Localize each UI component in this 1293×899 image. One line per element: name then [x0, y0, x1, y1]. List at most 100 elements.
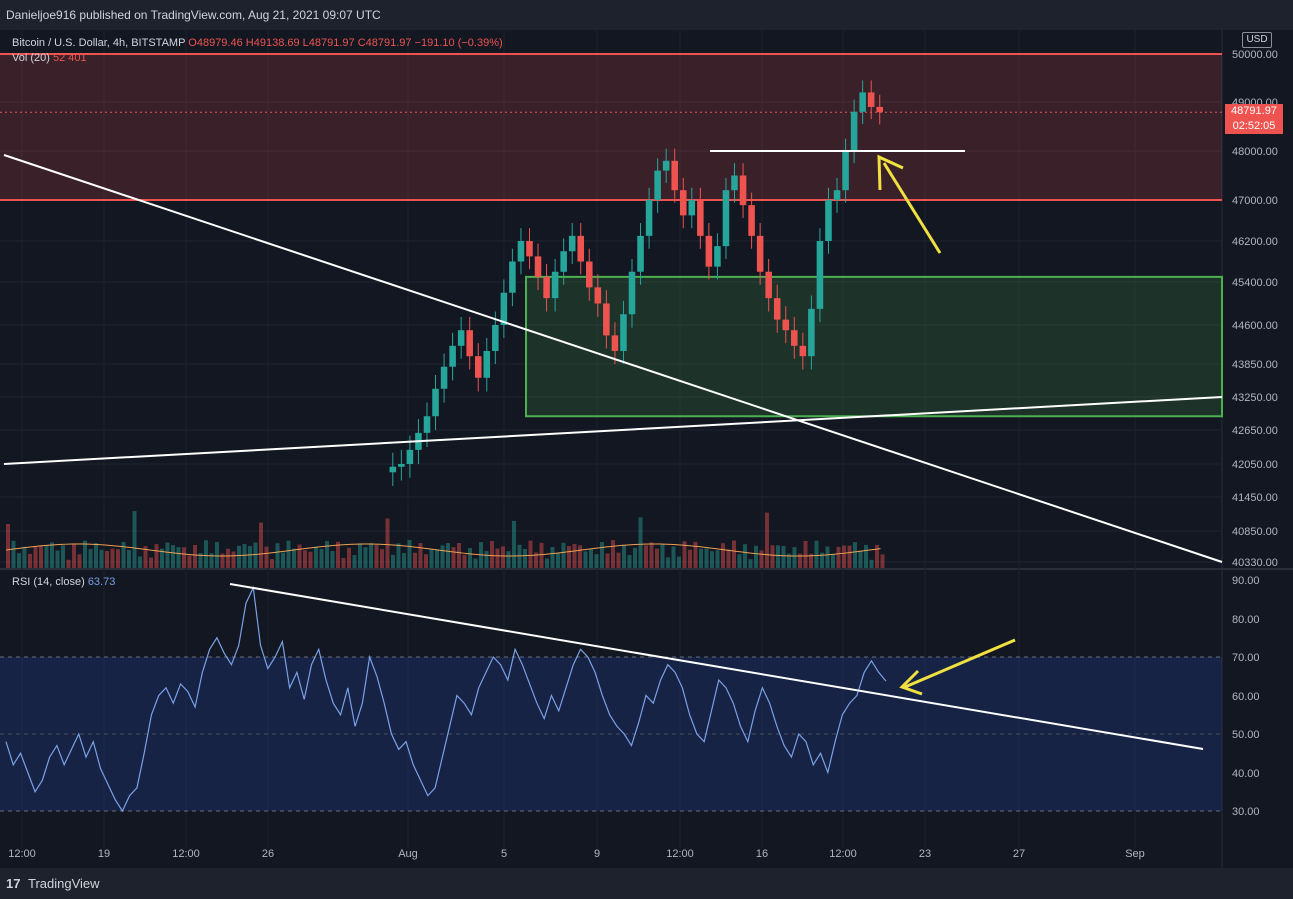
yellow-arrow-price: [882, 162, 942, 254]
candle-body: [731, 175, 738, 191]
time-tick-label: 5: [501, 848, 507, 860]
candle-body: [808, 308, 815, 357]
candle-body: [739, 175, 747, 206]
candle-body: [833, 190, 841, 200]
candle-body: [389, 466, 397, 473]
candle-body: [714, 246, 721, 267]
volume-bar: [787, 553, 791, 568]
volume-bar: [429, 548, 434, 568]
volume-bar: [633, 547, 637, 568]
volume-bar: [138, 556, 142, 568]
time-tick-label: 12:00: [829, 848, 857, 860]
last-price-tag: 48791.97 02:52:05: [1225, 104, 1283, 134]
chart-area[interactable]: 50000.0049000.0048000.0047000.0046200.00…: [0, 30, 1293, 868]
volume-bar: [204, 540, 208, 568]
volume-bar: [627, 554, 632, 568]
time-tick-label: 12:00: [666, 848, 694, 860]
candle-body: [628, 271, 636, 315]
volume-bar: [814, 540, 819, 568]
volume-bar: [847, 545, 852, 568]
candle-body: [697, 200, 704, 236]
volume-bar: [726, 549, 731, 568]
volume-bar: [363, 547, 368, 568]
volume-bar: [435, 549, 439, 568]
candle-body: [637, 235, 644, 272]
volume-bar: [193, 544, 197, 568]
volume-bar: [237, 545, 241, 568]
candle-body: [568, 235, 576, 252]
volume-bar: [391, 554, 395, 568]
candle-body: [705, 235, 713, 267]
volume-bar: [732, 540, 736, 568]
volume-bar: [116, 549, 120, 568]
volume-bar: [264, 546, 269, 568]
volume-bar: [622, 544, 626, 568]
candle-body: [509, 261, 516, 293]
volume-bar: [759, 550, 764, 568]
price-tick-label: 43250.00: [1232, 392, 1278, 404]
volume-bar: [567, 546, 571, 568]
tradingview-logo-icon[interactable]: 17: [6, 876, 21, 891]
time-tick-label: 16: [756, 848, 768, 860]
bar-countdown: 02:52:05: [1232, 120, 1276, 132]
volume-bar: [231, 551, 236, 568]
volume-bar: [99, 549, 104, 568]
candle-body: [645, 200, 653, 236]
volume-bar: [578, 545, 582, 568]
volume-bar: [638, 517, 643, 568]
volume-bar: [446, 543, 450, 568]
volume-bar: [292, 548, 296, 568]
rsi-line: [5, 585, 887, 813]
candle-body: [867, 92, 875, 107]
rsi-pane: [0, 570, 1222, 868]
volume-bar: [501, 546, 505, 568]
volume-bar: [561, 542, 566, 568]
volume-bar: [187, 555, 192, 568]
volume-bar: [468, 548, 472, 568]
time-tick-label: 12:00: [172, 848, 200, 860]
volume-bar: [303, 550, 307, 568]
volume-ma-line: [5, 543, 881, 557]
volume-bar: [721, 543, 725, 568]
volume-values: 52 401: [52, 52, 87, 64]
volume-bar: [688, 549, 692, 568]
volume-bar: [77, 554, 82, 568]
volume-bar: [385, 518, 390, 568]
volume-bar: [765, 512, 769, 568]
volume-bar: [556, 552, 560, 568]
candle-body: [449, 345, 456, 367]
price-tick-label: 47000.00: [1232, 195, 1278, 207]
volume-bar: [314, 546, 318, 568]
volume-bar: [132, 511, 137, 568]
volume-bar: [528, 540, 533, 568]
candle-body: [756, 235, 764, 272]
volume-bar: [154, 544, 159, 568]
time-tick-label: 12:00: [8, 848, 36, 860]
price-tick-label: 44600.00: [1232, 320, 1278, 332]
footer-brand[interactable]: TradingView: [28, 876, 100, 891]
price-tick-label: 46200.00: [1232, 236, 1278, 248]
volume-bar: [869, 559, 874, 568]
candle-body: [671, 160, 678, 191]
candle-body: [517, 241, 525, 262]
volume-bar: [242, 544, 247, 568]
price-tick-label: 48000.00: [1232, 146, 1278, 158]
price-tick-label: 45400.00: [1232, 277, 1278, 289]
symbol-title: Bitcoin / U.S. Dollar, 4h, BITSTAMP: [12, 37, 186, 49]
currency-badge[interactable]: USD: [1242, 32, 1272, 48]
volume-bar: [143, 546, 148, 568]
price-pane: [0, 30, 1222, 568]
candle-body: [859, 92, 866, 112]
price-tick-label: 43850.00: [1232, 359, 1278, 371]
candle-body: [748, 205, 755, 236]
footer-bar: 17 TradingView: [0, 868, 1293, 899]
volume-bar: [506, 551, 511, 568]
volume-bar: [165, 542, 170, 568]
volume-bar: [682, 541, 687, 568]
yellow-arrowhead-price: [877, 154, 904, 191]
rsi-trendline: [229, 583, 1204, 750]
volume-bar: [655, 548, 659, 568]
volume-bar: [836, 546, 841, 568]
rsi-tick-label: 80.00: [1232, 614, 1260, 626]
ohlc-values: O48979.46 H49138.69 L48791.97 C48791.97 …: [188, 37, 503, 49]
